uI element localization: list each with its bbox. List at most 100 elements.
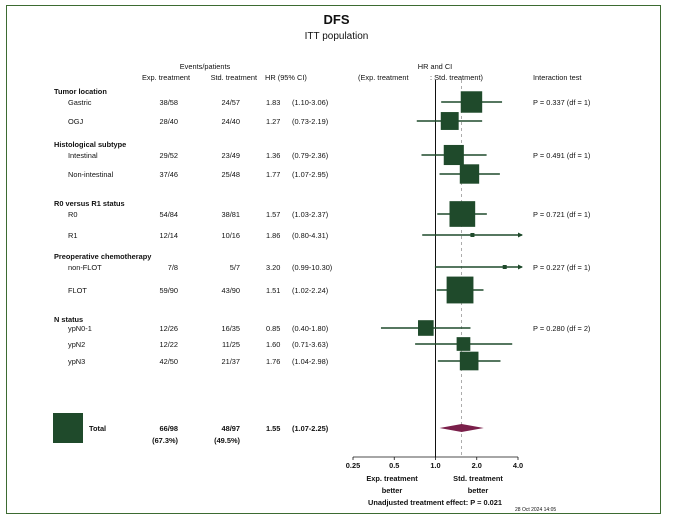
subgroup-row-label: Non-intestinal [68, 170, 114, 179]
total-diamond [439, 424, 484, 432]
std-events-cell: 16/35 [221, 324, 241, 333]
hr-value-cell: 1.76 [266, 357, 281, 366]
hr-marker [446, 276, 474, 304]
hr-marker [502, 265, 507, 269]
exp-events-cell: 37/46 [159, 170, 179, 179]
ci-value-cell: (0.79-2.36) [292, 151, 329, 160]
timestamp: 28 Oct 2024 14:05 [515, 507, 557, 513]
std-events-cell: 21/37 [221, 357, 241, 366]
exp-treatment-column-header: Exp. treatment [141, 73, 190, 82]
x-tick-label: 4.0 [512, 461, 524, 470]
subgroup-heading: Preoperative chemotherapy [54, 252, 152, 261]
subgroup-row-label: Gastric [68, 98, 92, 107]
exp-treatment-axis-header: (Exp. treatment [358, 73, 409, 82]
exp-events-cell: 28/40 [159, 117, 179, 126]
subgroup-row-label: OGJ [68, 117, 84, 126]
hr-marker [456, 337, 471, 351]
total-hr-value: 1.55 [266, 424, 281, 433]
subgroup-row-label: ypN2 [68, 340, 86, 349]
std-events-cell: 38/81 [221, 210, 241, 219]
exp-events-cell: 12/22 [159, 340, 179, 349]
figure-frame [6, 5, 661, 514]
ci-value-cell: (1.07-2.95) [292, 170, 329, 179]
std-better-label-line1: Std. treatment [453, 474, 503, 483]
interaction-p-value: P = 0.721 (df = 1) [533, 210, 591, 219]
chart-title: DFS [323, 12, 350, 27]
events-patients-header: Events/patients [179, 62, 231, 71]
hr-value-cell: 1.83 [266, 98, 281, 107]
subgroup-heading: R0 versus R1 status [54, 199, 125, 208]
std-events-cell: 24/40 [221, 117, 241, 126]
subgroup-heading: Tumor location [54, 87, 107, 96]
x-tick-label: 0.5 [389, 461, 400, 470]
exp-events-cell: 12/26 [159, 324, 179, 333]
hr-marker [470, 233, 475, 237]
exp-events-cell: 7/8 [167, 263, 178, 272]
std-treatment-axis-header: : Std. treatment) [430, 73, 483, 82]
std-events-cell: 10/16 [221, 231, 241, 240]
subgroup-heading: N status [54, 315, 84, 324]
subgroup-heading: Histological subtype [54, 140, 127, 149]
ci-arrow [518, 232, 523, 238]
ci-value-cell: (0.99-10.30) [292, 263, 333, 272]
std-events-cell: 25/48 [221, 170, 241, 179]
std-treatment-column-header: Std. treatment [210, 73, 257, 82]
hr-marker [443, 144, 464, 166]
ci-arrow [518, 264, 523, 270]
total-legend-box [53, 413, 83, 443]
ci-value-cell: (1.02-2.24) [292, 286, 329, 295]
hr-ci-column-header: HR (95% CI) [265, 73, 307, 82]
std-events-cell: 11/25 [222, 340, 240, 349]
exp-events-cell: 54/84 [159, 210, 179, 219]
interaction-p-value: P = 0.491 (df = 1) [533, 151, 591, 160]
std-better-label-line2: better [467, 486, 489, 495]
hr-value-cell: 1.77 [266, 170, 281, 179]
hr-marker [440, 112, 459, 130]
exp-events-cell: 12/14 [159, 231, 179, 240]
ci-value-cell: (0.80-4.31) [292, 231, 329, 240]
exp-events-cell: 38/58 [159, 98, 179, 107]
subgroup-row-label: ypN3 [68, 357, 86, 366]
hr-marker [460, 91, 483, 113]
total-std-percent: (49.5%) [214, 436, 240, 445]
unadjusted-effect-label: Unadjusted treatment effect: P = 0.021 [368, 498, 502, 507]
std-events-cell: 43/90 [221, 286, 241, 295]
hr-and-ci-header: HR and CI [417, 62, 453, 71]
exp-better-label-line2: better [381, 486, 403, 495]
exp-events-cell: 42/50 [159, 357, 179, 366]
subgroup-row-label: R0 [68, 210, 78, 219]
exp-events-cell: 59/90 [159, 286, 179, 295]
interaction-p-value: P = 0.337 (df = 1) [533, 98, 591, 107]
hr-value-cell: 1.51 [266, 286, 281, 295]
ci-value-cell: (0.73-2.19) [292, 117, 329, 126]
ci-value-cell: (0.71-3.63) [292, 340, 329, 349]
subgroup-row-label: non-FLOT [68, 263, 102, 272]
subgroup-row-label: FLOT [68, 286, 87, 295]
x-tick-label: 2.0 [471, 461, 482, 470]
std-events-cell: 5/7 [229, 263, 240, 272]
ci-value-cell: (0.40-1.80) [292, 324, 329, 333]
total-std-events: 48/97 [221, 424, 241, 433]
interaction-p-value: P = 0.280 (df = 2) [533, 324, 591, 333]
hr-value-cell: 1.36 [266, 151, 281, 160]
hr-value-cell: 1.60 [266, 340, 281, 349]
ci-value-cell: (1.04-2.98) [292, 357, 329, 366]
x-tick-label: 1.0 [430, 461, 441, 470]
hr-marker [449, 201, 476, 227]
total-exp-events: 66/98 [159, 424, 179, 433]
hr-value-cell: 1.27 [266, 117, 281, 126]
hr-marker [459, 164, 480, 184]
ci-value-cell: (1.03-2.37) [292, 210, 329, 219]
hr-value-cell: 1.86 [266, 231, 281, 240]
hr-marker [459, 351, 479, 371]
x-tick-label: 0.25 [345, 461, 361, 470]
subgroup-row-label: ypN0-1 [68, 324, 92, 333]
interaction-p-value: P = 0.227 (df = 1) [533, 263, 591, 272]
hr-value-cell: 1.57 [266, 210, 281, 219]
exp-better-label-line1: Exp. treatment [366, 474, 418, 483]
total-row-label: Total [89, 424, 107, 433]
subgroup-row-label: Intestinal [68, 151, 98, 160]
total-ci-value: (1.07-2.25) [292, 424, 329, 433]
hr-value-cell: 0.85 [266, 324, 281, 333]
chart-subtitle: ITT population [304, 31, 369, 42]
